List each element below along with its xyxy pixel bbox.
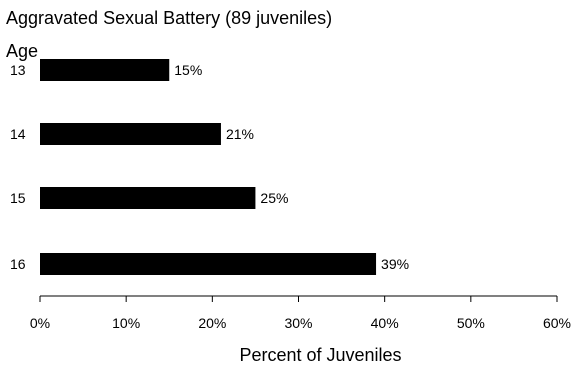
data-label-13: 15%	[174, 62, 202, 78]
category-label-13: 13	[10, 62, 26, 78]
bars-layer: 13 15% 14 21% 15 25% 16 39%	[10, 59, 409, 275]
data-label-14: 21%	[226, 126, 254, 142]
data-label-15: 25%	[260, 190, 288, 206]
bar-age-14	[40, 123, 221, 145]
x-axis-label: Percent of Juveniles	[239, 345, 401, 365]
y-axis-label: Age	[6, 41, 38, 61]
x-axis: 0% 10% 20% 30% 40% 50% 60%	[30, 295, 571, 331]
x-tick-label: 10%	[112, 315, 140, 331]
bar-age-16	[40, 253, 377, 275]
x-tick-label: 50%	[457, 315, 485, 331]
chart-title: Aggravated Sexual Battery (89 juveniles)	[6, 8, 333, 28]
bar-age-13	[40, 59, 170, 81]
x-tick-label: 20%	[198, 315, 226, 331]
x-tick-label: 60%	[543, 315, 571, 331]
category-label-14: 14	[10, 126, 26, 142]
category-label-16: 16	[10, 256, 26, 272]
x-tick-label: 30%	[284, 315, 312, 331]
x-tick-label: 0%	[30, 315, 50, 331]
category-label-15: 15	[10, 190, 26, 206]
bar-age-15	[40, 187, 256, 209]
data-label-16: 39%	[381, 256, 409, 272]
x-tick-label: 40%	[371, 315, 399, 331]
